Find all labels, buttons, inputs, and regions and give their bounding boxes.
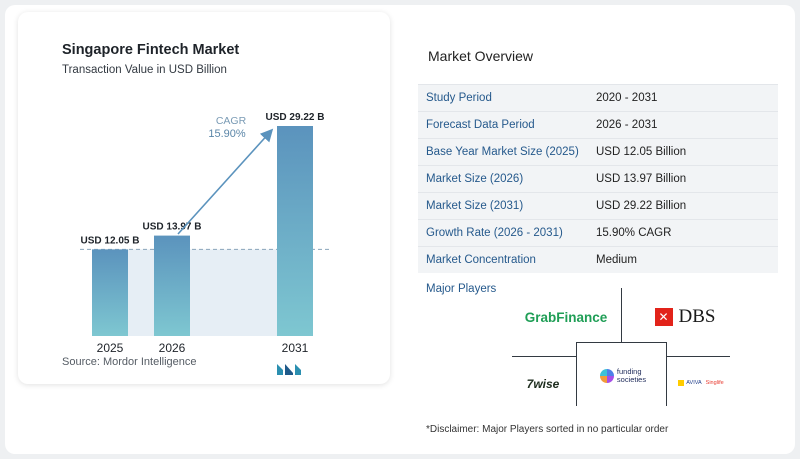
row-value: 2026 - 2031: [596, 119, 658, 131]
row-value: USD 12.05 Billion: [596, 146, 687, 158]
bar-2025: [92, 249, 128, 336]
data-label-2031: USD 29.22 B: [266, 112, 325, 123]
funding-societies-logo: funding societies: [592, 364, 654, 388]
players-title: Major Players: [426, 283, 497, 295]
dbs-wordmark: DBS: [678, 306, 716, 327]
aviva-mark-icon: [678, 380, 685, 386]
table-row: Forecast Data Period 2026 - 2031: [418, 111, 778, 138]
overview-table: Study Period 2020 - 2031 Forecast Data Pe…: [418, 84, 778, 273]
table-row: Base Year Market Size (2025) USD 12.05 Bi…: [418, 138, 778, 165]
table-row: Market Size (2026) USD 13.97 Billion: [418, 165, 778, 192]
row-key: Market Size (2026): [426, 173, 524, 185]
aviva-wordmark: AVIVA: [686, 380, 702, 386]
row-value: Medium: [596, 254, 637, 266]
grabfinance-logo: GrabFinance: [524, 309, 608, 325]
grid-divider: [621, 288, 622, 342]
row-key: Forecast Data Period: [426, 119, 535, 131]
row-value: USD 13.97 Billion: [596, 173, 687, 185]
chart-subtitle: Transaction Value in USD Billion: [62, 64, 227, 76]
base-year-band: [92, 249, 313, 336]
aviva-singlife-logo: AVIVA Singlife: [678, 377, 724, 389]
funding-societies-wordmark: funding societies: [616, 367, 647, 384]
row-value: USD 29.22 Billion: [596, 200, 687, 212]
bar-2031: [277, 126, 313, 336]
row-key: Growth Rate (2026 - 2031): [426, 227, 563, 239]
grid-divider: [666, 356, 730, 357]
table-row: Market Concentration Medium: [418, 246, 778, 273]
bar-2026: [154, 235, 190, 336]
funding-societies-mark-icon: [599, 369, 614, 383]
data-label-2025: USD 12.05 B: [81, 235, 140, 246]
mordor-logo-icon: [277, 364, 301, 375]
grid-divider: [666, 342, 667, 406]
tick-label-2025: 2025: [97, 341, 124, 355]
disclaimer: *Disclaimer: Major Players sorted in no …: [426, 424, 669, 435]
row-value: 2020 - 2031: [596, 92, 658, 104]
cagr-arrow: [177, 128, 274, 235]
grid-divider: [512, 356, 576, 357]
row-key: Study Period: [426, 92, 492, 104]
row-key: Market Size (2031): [426, 200, 524, 212]
chart-title: Singapore Fintech Market: [62, 42, 240, 58]
dbs-logo: ✕ DBS: [645, 303, 725, 331]
grid-divider: [576, 342, 666, 343]
table-row: Growth Rate (2026 - 2031) 15.90% CAGR: [418, 219, 778, 246]
grid-divider: [576, 342, 577, 406]
tick-label-2026: 2026: [159, 341, 186, 355]
singlife-wordmark: Singlife: [705, 380, 724, 386]
table-row: Market Size (2031) USD 29.22 Billion: [418, 192, 778, 219]
data-label-2026: USD 13.97 B: [143, 222, 202, 233]
tick-label-2031: 2031: [282, 341, 309, 355]
wise-logo: 7wise: [526, 377, 560, 391]
row-key: Base Year Market Size (2025): [426, 146, 579, 158]
cagr-label: CAGR: [216, 115, 247, 127]
dbs-star-icon: ✕: [654, 308, 673, 326]
table-row: Study Period 2020 - 2031: [418, 84, 778, 111]
row-key: Market Concentration: [426, 254, 536, 266]
overview-title: Market Overview: [428, 48, 534, 64]
bar-chart: USD 12.05 B 2025 USD 13.97 B 2026 USD 29.22 …: [80, 112, 330, 355]
chart-source: Source: Mordor Intelligence: [62, 356, 197, 368]
cagr-value: 15.90%: [208, 128, 246, 140]
row-value: 15.90% CAGR: [596, 227, 672, 239]
